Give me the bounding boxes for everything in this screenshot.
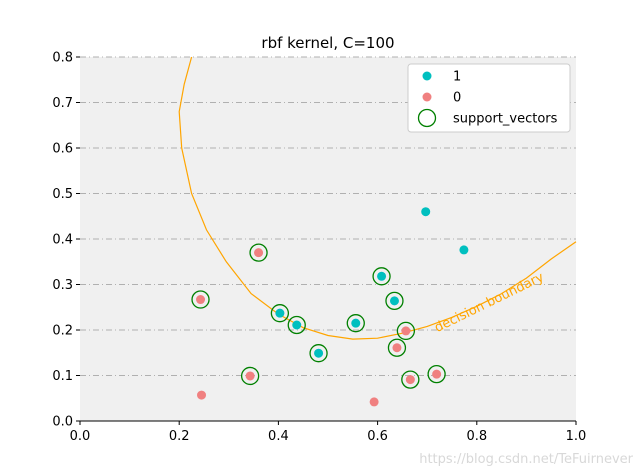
- y-tick-label: 0.4: [52, 233, 73, 248]
- legend-label: 0: [453, 91, 461, 106]
- legend-label: support_vectors: [453, 112, 558, 127]
- support-vector-marker: [387, 338, 407, 357]
- support-vector-marker: [287, 315, 306, 335]
- data-point: [401, 326, 411, 336]
- watermark: https://blog.csdn.net/TeFuirnever: [419, 452, 633, 467]
- data-point: [405, 375, 415, 385]
- data-point: [432, 369, 442, 379]
- chart-title: rbf kernel, C=100: [261, 34, 394, 52]
- axes: 0.0 0.1 0.2 0.3 0.4 0.5 0.6 0.7 0.8 0.0 0.2 0.4 0.6 0…: [52, 51, 586, 445]
- x-tick-label: 0.2: [169, 429, 190, 444]
- legend-marker: [422, 92, 432, 102]
- data-point: [389, 296, 399, 306]
- support-vector-marker: [401, 370, 420, 389]
- data-point: [292, 320, 302, 330]
- data-point: [254, 248, 264, 258]
- data-point: [196, 295, 206, 305]
- legend: 1 0 support_vectors: [407, 63, 571, 133]
- x-tick-label: 0.0: [70, 429, 91, 444]
- support-vector-marker: [372, 267, 391, 286]
- y-tick-label: 0.0: [52, 415, 73, 430]
- series-0: [196, 248, 442, 407]
- data-point: [245, 371, 255, 381]
- y-tick-label: 0.6: [52, 142, 73, 157]
- x-tick-label: 0.6: [367, 429, 388, 444]
- support-vector-marker: [240, 366, 260, 386]
- support-vector-marker: [385, 291, 404, 311]
- x-tick-label: 0.8: [466, 429, 487, 444]
- decision-boundary-line: [178, 56, 577, 340]
- data-points: [191, 207, 469, 407]
- data-point: [392, 343, 402, 353]
- x-tick-label: 0.4: [268, 429, 289, 444]
- legend-item: 1: [422, 70, 461, 85]
- decision-boundary: [178, 56, 577, 340]
- support-vector-marker: [270, 304, 290, 323]
- support-vector-marker: [191, 290, 210, 309]
- data-point: [369, 397, 379, 407]
- support-vector-marker: [249, 243, 268, 262]
- y-tick-label: 0.3: [52, 278, 73, 293]
- y-tick-label: 0.1: [52, 369, 73, 384]
- data-point: [421, 207, 431, 217]
- legend-label: 1: [453, 70, 461, 85]
- grid: [80, 56, 576, 376]
- data-point: [459, 245, 469, 255]
- x-tick-label: 1.0: [566, 429, 587, 444]
- data-point: [351, 318, 361, 328]
- legend-marker: [417, 108, 437, 128]
- legend-box: [407, 63, 571, 133]
- legend-marker: [422, 71, 432, 81]
- y-tick-label: 0.8: [52, 51, 73, 66]
- series-support_vectors: [191, 243, 446, 389]
- data-point: [377, 271, 387, 281]
- legend-item: 0: [422, 91, 461, 106]
- series-1: [275, 207, 469, 358]
- support-vector-marker: [396, 321, 416, 341]
- support-vector-marker: [346, 314, 365, 333]
- data-point: [197, 390, 207, 400]
- data-point: [314, 348, 324, 358]
- support-vector-marker: [427, 364, 446, 384]
- y-tick-label: 0.7: [52, 96, 73, 111]
- support-vector-marker: [309, 344, 328, 363]
- y-tick-label: 0.2: [52, 324, 73, 339]
- data-point: [275, 308, 285, 318]
- y-tick-label: 0.5: [52, 187, 73, 202]
- legend-item: support_vectors: [417, 108, 558, 128]
